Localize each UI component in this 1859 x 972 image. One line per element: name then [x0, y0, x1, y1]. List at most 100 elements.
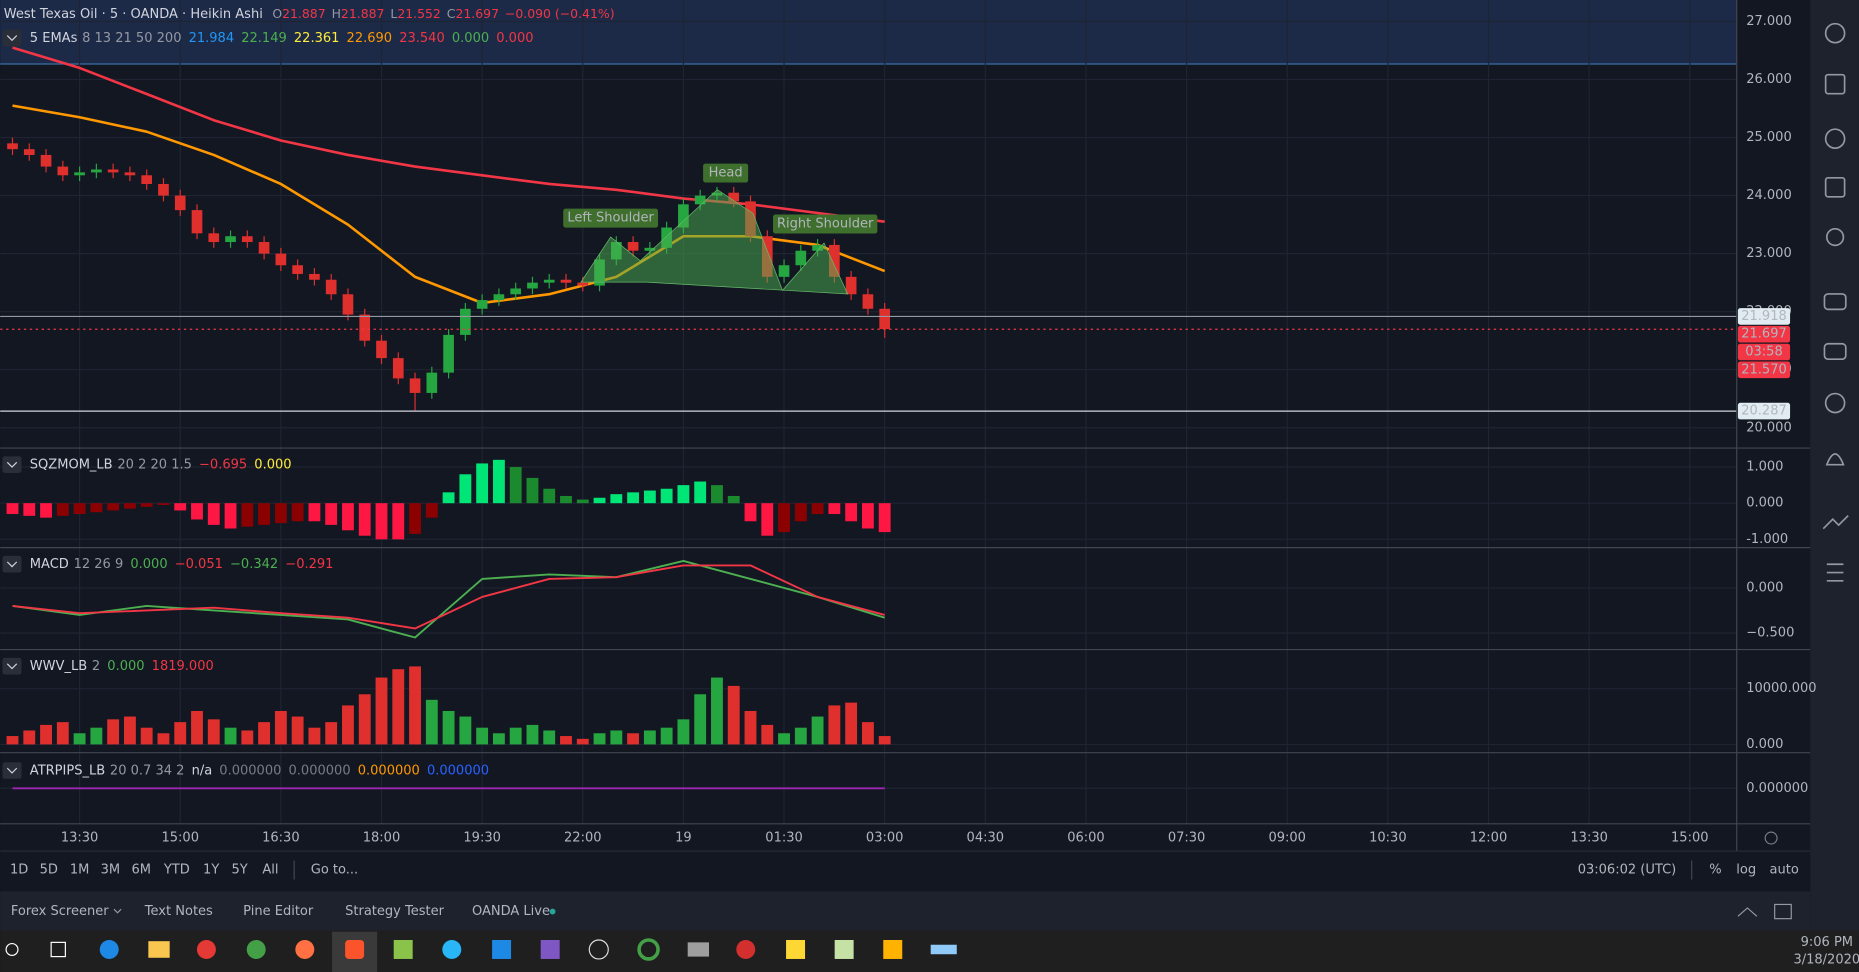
legend-toggle[interactable] — [2, 29, 22, 47]
opera-icon[interactable] — [196, 939, 216, 959]
chrome-icon[interactable] — [246, 939, 266, 959]
app-icon[interactable] — [834, 939, 854, 959]
range-button[interactable]: 1D — [10, 863, 28, 878]
explorer-icon[interactable] — [148, 941, 170, 958]
range-button[interactable]: All — [262, 863, 278, 878]
app-icon[interactable] — [883, 939, 903, 959]
legend-toggle[interactable] — [2, 555, 22, 573]
candle-body — [694, 195, 706, 205]
collapse-icon[interactable] — [1737, 907, 1758, 917]
indicator-line — [12, 564, 885, 630]
bottom-tab[interactable]: Text Notes — [144, 904, 213, 919]
candle-body — [225, 236, 236, 243]
range-button[interactable]: 6M — [131, 863, 151, 878]
legend-part: 0.000 — [130, 557, 167, 572]
bottom-toolbar — [0, 851, 1811, 891]
histogram-bar — [509, 467, 522, 504]
vscode-icon[interactable] — [492, 939, 512, 959]
histogram-bar — [727, 495, 740, 504]
volume-bar — [543, 730, 556, 745]
legend-toggle[interactable] — [2, 762, 22, 779]
app-icon[interactable] — [736, 939, 756, 959]
histogram-bar — [711, 485, 723, 504]
volume-bar — [610, 730, 623, 745]
candle-body — [426, 372, 438, 393]
ohlc-value: 21.697 — [455, 6, 499, 21]
goto-button[interactable]: Go to... — [311, 863, 358, 878]
volume-bar — [576, 738, 589, 745]
menu-icon[interactable] — [1826, 563, 1844, 582]
search-icon[interactable] — [5, 942, 19, 956]
maximize-icon[interactable] — [1774, 903, 1792, 920]
volume-bar — [744, 710, 757, 745]
scale-option[interactable]: auto — [1770, 863, 1799, 878]
chat-icon[interactable] — [1823, 293, 1847, 311]
range-button[interactable]: 3M — [101, 863, 121, 878]
price-tick-label: 26.000 — [1746, 72, 1792, 87]
range-button[interactable]: 1Y — [203, 863, 219, 878]
app-icon[interactable] — [393, 939, 413, 959]
bottom-tab[interactable]: Forex Screener — [11, 904, 109, 919]
histogram-bar — [543, 488, 556, 504]
range-button[interactable]: YTD — [163, 863, 190, 878]
volume-bar — [123, 716, 136, 745]
candle-body — [208, 233, 220, 243]
vs-icon[interactable] — [540, 939, 560, 959]
data-icon[interactable] — [1824, 128, 1846, 150]
candle-body — [392, 358, 404, 379]
candle-body — [510, 288, 522, 295]
indicator-tick-label: -1.000 — [1746, 532, 1788, 547]
watchlist-icon[interactable] — [1824, 73, 1846, 95]
app-icon[interactable] — [637, 938, 660, 961]
bottom-tab[interactable]: OANDA Live — [472, 904, 550, 919]
time-tick-label: 13:30 — [1570, 831, 1608, 846]
scale-option[interactable]: log — [1736, 863, 1756, 878]
candle-body — [493, 294, 505, 301]
bottom-tab[interactable]: Pine Editor — [243, 904, 314, 919]
notify-icon[interactable] — [1825, 453, 1845, 466]
messages-icon[interactable] — [1823, 342, 1847, 360]
utc-clock[interactable]: 03:06:02 (UTC) — [1578, 863, 1677, 878]
histogram-bar — [492, 459, 505, 504]
time-tick-label: 15:00 — [161, 831, 199, 846]
histogram-bar — [409, 503, 421, 534]
histogram-bar — [878, 503, 891, 533]
time-tick-label: 10:30 — [1369, 831, 1407, 846]
chevron — [6, 461, 18, 468]
trade-icon[interactable] — [1822, 515, 1849, 530]
range-button[interactable]: 5D — [40, 863, 58, 878]
volume-bar — [727, 685, 740, 745]
histogram-bar — [140, 503, 153, 507]
taskview-icon[interactable] — [50, 941, 66, 958]
candle-body — [527, 282, 538, 289]
legend-part: 2 — [92, 659, 100, 674]
candle-body — [91, 169, 102, 173]
price-tick-label: 20.000 — [1746, 420, 1792, 435]
range-button[interactable]: 5Y — [231, 863, 247, 878]
edge-icon[interactable] — [99, 939, 119, 959]
range-button[interactable]: 1M — [70, 863, 90, 878]
stream-icon[interactable] — [1824, 392, 1846, 414]
settings-icon[interactable] — [1764, 831, 1778, 845]
annotation-box — [563, 208, 659, 228]
notes-icon[interactable] — [786, 939, 806, 959]
legend-toggle[interactable] — [2, 456, 22, 473]
scale-option[interactable]: % — [1709, 863, 1721, 878]
histogram-bar — [442, 492, 455, 504]
alarm-icon[interactable] — [1824, 22, 1846, 44]
histogram-bar — [274, 503, 287, 524]
calendar-icon[interactable] — [1824, 176, 1846, 198]
price-badge-label: 21.918 — [1741, 309, 1787, 324]
idea-icon[interactable] — [1825, 227, 1845, 247]
bottom-tab[interactable]: Strategy Tester — [345, 904, 445, 919]
app-icon[interactable] — [588, 939, 609, 960]
brave-icon[interactable] — [345, 939, 365, 959]
legend-toggle[interactable] — [2, 657, 22, 675]
indicator-tick-label: −0.500 — [1746, 625, 1794, 640]
app-icon[interactable] — [930, 944, 957, 955]
legend-part: 0.000 — [496, 30, 533, 45]
app-icon[interactable] — [442, 939, 462, 959]
app-icon[interactable] — [687, 942, 710, 957]
volume-bar — [711, 677, 723, 745]
firefox-icon[interactable] — [295, 939, 315, 959]
